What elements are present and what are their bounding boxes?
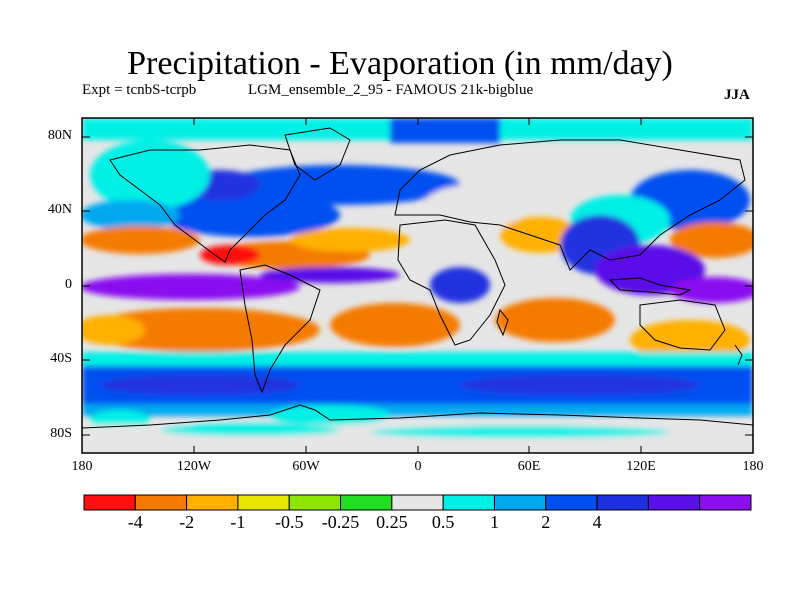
- lat-label-40s: 40S: [50, 351, 72, 366]
- colorbar: [83, 494, 752, 511]
- colorbar-label: 2: [541, 512, 551, 532]
- colorbar-swatch-8: [493, 494, 547, 511]
- lon-label-60e: 60E: [517, 459, 541, 474]
- colorbar-swatch-6: [391, 494, 444, 511]
- lat-label-40n: 40N: [47, 202, 72, 217]
- map-field: [82, 118, 753, 453]
- lon-ticks: [193, 118, 642, 453]
- lon-label-180w: 180: [71, 459, 93, 474]
- lon-label-60w: 60W: [292, 459, 320, 474]
- colorbar-label: -1: [230, 512, 246, 532]
- colorbar-label: 4: [592, 512, 602, 532]
- lon-label-120w: 120W: [176, 459, 212, 474]
- lon-label-0: 0: [414, 459, 422, 474]
- colorbar-label: 0.25: [376, 512, 408, 532]
- colorbar-swatch-1: [134, 494, 188, 511]
- colorbar-swatch-5: [340, 494, 393, 511]
- experiment-label: Expt = tcnbS-tcrpb: [82, 82, 197, 98]
- map-title: Precipitation - Evaporation (in mm/day): [127, 45, 673, 82]
- lat-label-equator: 0: [65, 277, 72, 292]
- lat-label-80n: 80N: [47, 128, 72, 143]
- colorbar-swatch-4: [288, 494, 342, 511]
- colorbar-swatch-12: [699, 494, 752, 511]
- colorbar-swatch-9: [545, 494, 598, 511]
- lon-label-180e: 180: [742, 459, 764, 474]
- colorbar-label: -2: [179, 512, 195, 532]
- colorbar-swatch-10: [596, 494, 649, 511]
- colorbar-label: -0.25: [321, 512, 360, 532]
- colorbar-swatch-11: [647, 494, 701, 511]
- colorbar-label: -0.5: [274, 512, 304, 532]
- season-label: JJA: [724, 87, 750, 103]
- colorbar-swatch-3: [237, 494, 290, 511]
- colorbar-swatch-2: [186, 494, 239, 511]
- colorbar-label: 0.5: [431, 512, 455, 532]
- coastlines: [82, 127, 753, 429]
- lat-label-80s: 80S: [50, 426, 72, 441]
- lat-ticks: [82, 136, 753, 436]
- colorbar-label: -4: [127, 512, 143, 532]
- ensemble-label: LGM_ensemble_2_95 - FAMOUS 21k-bigblue: [248, 82, 534, 98]
- colorbar-swatch-0: [83, 494, 136, 511]
- lon-label-120e: 120E: [626, 459, 656, 474]
- colorbar-swatch-7: [442, 494, 495, 511]
- colorbar-label: 1: [489, 512, 499, 532]
